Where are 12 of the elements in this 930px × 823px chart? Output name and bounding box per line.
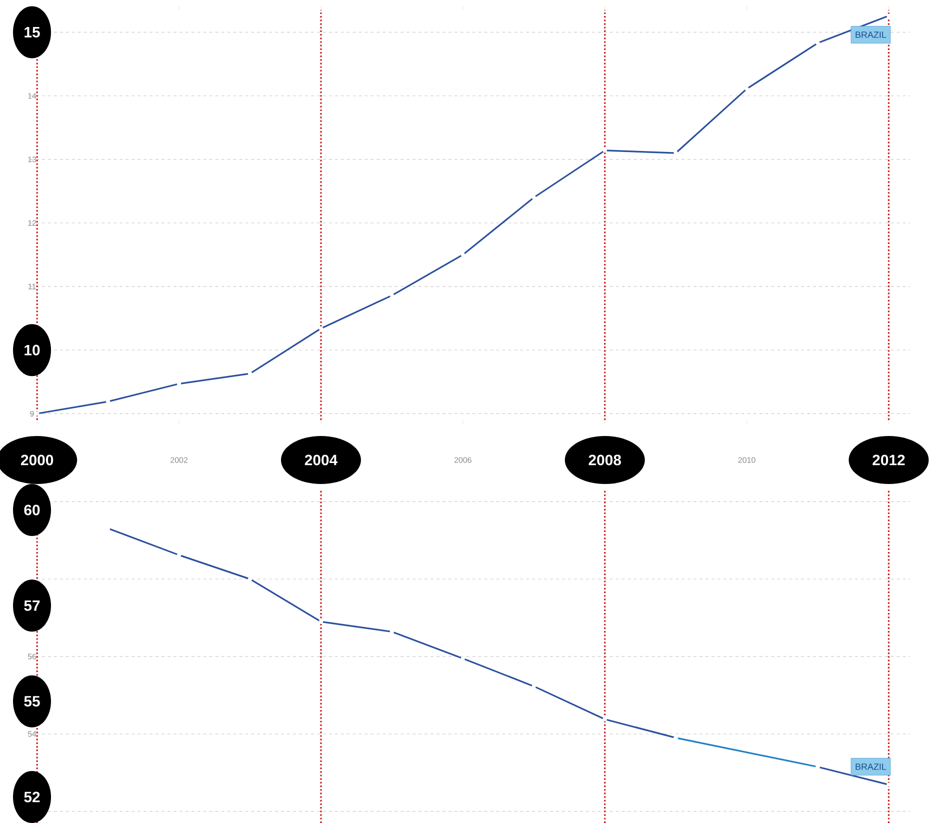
- annotation: 15: [24, 27, 40, 38]
- text: 2008: [588, 454, 621, 466]
- annotation: 55: [24, 696, 40, 707]
- annotation: 57: [24, 600, 40, 611]
- text: 2004: [304, 454, 338, 466]
- annotation: 10: [24, 344, 40, 356]
- series-label: BRAZIL: [856, 32, 886, 38]
- text: 2000: [20, 454, 54, 466]
- series-label: BRAZIL: [856, 764, 886, 770]
- annotation: 52: [24, 792, 40, 802]
- text: 2012: [872, 454, 905, 466]
- annotation: 60: [24, 504, 40, 516]
